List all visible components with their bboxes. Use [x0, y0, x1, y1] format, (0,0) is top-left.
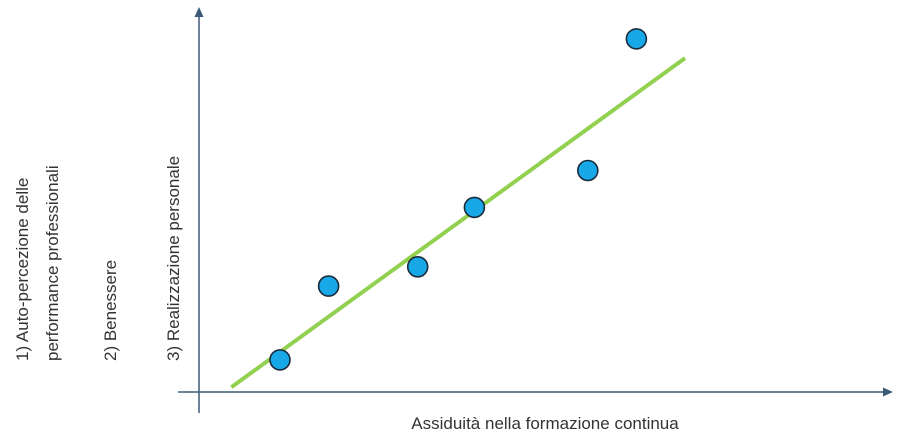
y-axis-label-line-4: 3) Realizzazione personale [164, 156, 183, 361]
data-point-5 [576, 159, 599, 182]
data-point-3 [406, 256, 429, 278]
data-point-4 [463, 196, 486, 219]
data-point-6 [625, 28, 648, 50]
y-axis-label-line-3: 2) Benessere [101, 260, 120, 361]
y-axis-label-line-2: performance professionali [43, 165, 62, 361]
x-axis-arrowhead [883, 387, 893, 397]
data-point-1 [269, 349, 291, 371]
y-axis-label-line-1: 1) Auto-percezione delle [13, 178, 32, 361]
y-axis-arrowhead [194, 7, 204, 17]
data-point-2 [317, 275, 340, 297]
data-points [269, 28, 648, 371]
trend-line [230, 56, 687, 389]
x-axis-label: Assiduità nella formazione continua [411, 414, 679, 433]
